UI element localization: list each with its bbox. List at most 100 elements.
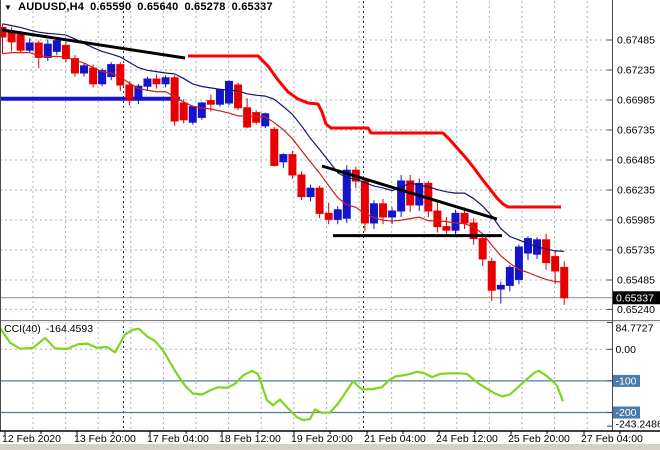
candle-bearish[interactable] (16, 31, 25, 53)
candle-bullish[interactable] (143, 76, 152, 91)
cci-level-box (613, 406, 640, 419)
price-axis-label: 0.67485 (617, 35, 655, 47)
candle-bullish[interactable] (369, 200, 378, 229)
candle-bullish[interactable] (215, 88, 224, 107)
candle-body (279, 154, 288, 163)
candle-body (152, 78, 161, 85)
candle-body (116, 64, 125, 86)
candle-body (288, 154, 297, 176)
time-axis-label: 18 Feb 12:00 (219, 433, 281, 445)
candle-body (134, 85, 143, 100)
candle-body (433, 210, 442, 228)
candle-body (43, 43, 52, 58)
candle-bullish[interactable] (43, 39, 52, 61)
candle-bearish[interactable] (315, 185, 324, 219)
candle-bullish[interactable] (134, 83, 143, 105)
candle-bullish[interactable] (197, 101, 206, 120)
candle-bullish[interactable] (25, 38, 34, 53)
candle-body (61, 44, 70, 60)
candle-bullish[interactable] (107, 62, 116, 81)
candle-body (143, 78, 152, 87)
symbol-dropdown-icon[interactable]: ▼ (4, 2, 13, 12)
current-price-box (613, 291, 660, 305)
candle-body (70, 58, 79, 74)
trendline-upper-left[interactable] (1, 28, 186, 60)
price-axis-label: 0.66485 (617, 155, 655, 167)
candle-bullish[interactable] (333, 206, 342, 225)
candle-bearish[interactable] (360, 177, 369, 232)
ma-high-line[interactable] (2, 23, 565, 252)
trendline-descending[interactable] (321, 164, 498, 221)
candle-bearish[interactable] (234, 82, 243, 111)
ma-low-line[interactable] (2, 51, 565, 283)
candle-bearish[interactable] (243, 98, 252, 129)
candle-bearish[interactable] (170, 75, 179, 126)
candle-bearish[interactable] (551, 250, 560, 285)
candle-bearish[interactable] (252, 110, 261, 125)
candle-body (451, 212, 460, 231)
candle-body (514, 246, 523, 280)
time-axis[interactable]: 12 Feb 2020 13 Feb 20:00 17 Feb 04:00 18 Fe… (2, 431, 643, 445)
bar-open-value: 0.65590 (90, 1, 132, 13)
candle-bullish[interactable] (52, 38, 61, 55)
candle-bullish[interactable] (523, 236, 532, 261)
candle-bullish[interactable] (279, 153, 288, 168)
candle-bullish[interactable] (225, 80, 233, 106)
candle-body (125, 84, 134, 100)
candle-body (16, 34, 25, 51)
candle-bearish[interactable] (297, 171, 306, 201)
candle-bearish[interactable] (61, 41, 70, 63)
candle-bullish[interactable] (306, 184, 315, 202)
candle-bullish[interactable] (533, 237, 542, 259)
candle-bearish[interactable] (70, 55, 79, 77)
candle-bullish[interactable] (388, 207, 397, 225)
candle-bearish[interactable] (152, 74, 161, 89)
candle-bullish[interactable] (80, 63, 89, 77)
price-axis-label: 0.65735 (617, 245, 655, 257)
candle-bullish[interactable] (496, 281, 505, 304)
price-axis-label: 0.65985 (617, 215, 655, 227)
candle-bullish[interactable] (161, 75, 170, 88)
cci-axis[interactable]: 84.7727 0.00 -100 -200-243.2486 (607, 322, 660, 431)
candle-bearish[interactable] (89, 64, 98, 88)
candle-bearish[interactable] (560, 261, 569, 305)
candle-body (107, 64, 116, 78)
candle-bearish[interactable] (324, 202, 333, 225)
candle-bearish[interactable] (478, 235, 487, 267)
cci-line[interactable] (0, 327, 565, 422)
candle-bearish[interactable] (288, 151, 297, 179)
candle-body (551, 256, 560, 272)
candle-bullish[interactable] (188, 105, 197, 125)
candle-bearish[interactable] (34, 40, 43, 69)
candle-bullish[interactable] (514, 244, 523, 285)
candle-bearish[interactable] (125, 81, 134, 106)
candle-bearish[interactable] (179, 99, 188, 124)
candle-bearish[interactable] (542, 233, 551, 270)
candle-bearish[interactable] (433, 201, 442, 233)
candle-bullish[interactable] (505, 265, 514, 292)
time-axis-label: 13 Feb 20:00 (74, 433, 136, 445)
trailing-stop-line[interactable] (188, 54, 561, 209)
candle-bearish[interactable] (487, 257, 496, 301)
bar-close-value: 0.65337 (231, 1, 273, 13)
candle-body (469, 222, 478, 240)
candle-body (197, 102, 206, 118)
candle-body (261, 113, 270, 127)
candle-bearish[interactable] (270, 127, 279, 167)
candle-bullish[interactable] (261, 112, 270, 129)
time-axis-label: 27 Feb 04:00 (581, 433, 643, 445)
candle-body (34, 42, 43, 58)
candle-body (460, 212, 469, 224)
price-axis[interactable]: 0.67485 0.67235 0.66985 0.66735 0.66485 0.662… (607, 35, 660, 316)
candle-bearish[interactable] (442, 217, 451, 235)
price-axis-label: 0.66985 (617, 95, 655, 107)
time-axis-label: 19 Feb 20:00 (291, 433, 353, 445)
price-axis-label: 0.67235 (617, 65, 655, 77)
time-axis-label: 24 Feb 12:00 (436, 433, 498, 445)
candles-layer (0, 23, 569, 305)
candle-bullish[interactable] (397, 175, 406, 217)
candle-body (315, 187, 324, 214)
candle-bearish[interactable] (469, 218, 478, 245)
